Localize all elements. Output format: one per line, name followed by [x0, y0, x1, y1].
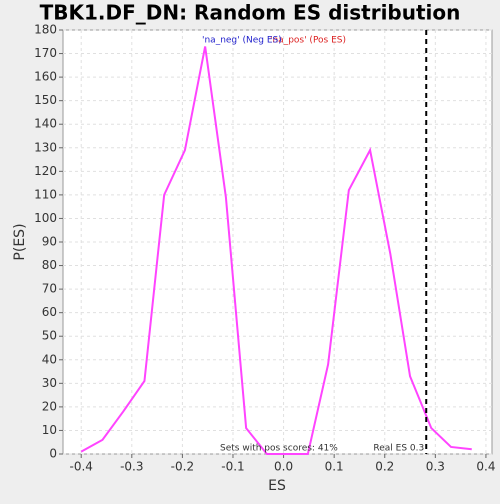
data-line [80, 46, 472, 455]
y-tick-label: 170 [34, 46, 57, 60]
y-tick-label: 130 [34, 140, 57, 154]
chart-title: TBK1.DF_DN: Random ES distribution [40, 1, 461, 25]
y-tick-label: 110 [34, 187, 57, 201]
x-tick-label: 0.0 [274, 460, 293, 474]
y-tick-label: 140 [34, 117, 57, 131]
y-tick-label: 100 [34, 211, 57, 225]
y-tick-label: 0 [49, 447, 57, 461]
x-tick-label: 0.3 [426, 460, 445, 474]
pos-label: 'na_pos' (Pos ES) [270, 36, 346, 46]
y-axis-label: P(ES) [12, 223, 28, 260]
pos-scores-label: Sets with pos scores: 41% [220, 444, 338, 454]
real-es-label: Real ES 0.3 [373, 444, 424, 454]
y-tick-label: 180 [34, 23, 57, 37]
y-tick-label: 60 [42, 305, 57, 319]
y-tick-label: 10 [42, 423, 57, 437]
y-tick-label: 160 [34, 70, 57, 84]
y-tick-label: 20 [42, 399, 57, 413]
x-tick-label: -0.3 [120, 460, 143, 474]
x-tick-label: 0.4 [476, 460, 495, 474]
x-axis-label: ES [268, 478, 286, 494]
x-tick-label: 0.2 [375, 460, 394, 474]
y-tick-label: 50 [42, 329, 57, 343]
y-tick-label: 80 [42, 258, 57, 272]
y-tick-label: 40 [42, 352, 57, 366]
y-tick-label: 150 [34, 93, 57, 107]
x-tick-label: -0.4 [70, 460, 93, 474]
plot-area [62, 29, 493, 455]
x-tick-label: -0.1 [221, 460, 244, 474]
x-tick-label: -0.2 [171, 460, 194, 474]
y-tick-label: 70 [42, 282, 57, 296]
y-tick-label: 30 [42, 376, 57, 390]
x-tick-label: 0.1 [325, 460, 344, 474]
y-tick-label: 120 [34, 164, 57, 178]
y-tick-label: 90 [42, 235, 57, 249]
neg-label: 'na_neg' (Neg ES) [202, 36, 282, 46]
